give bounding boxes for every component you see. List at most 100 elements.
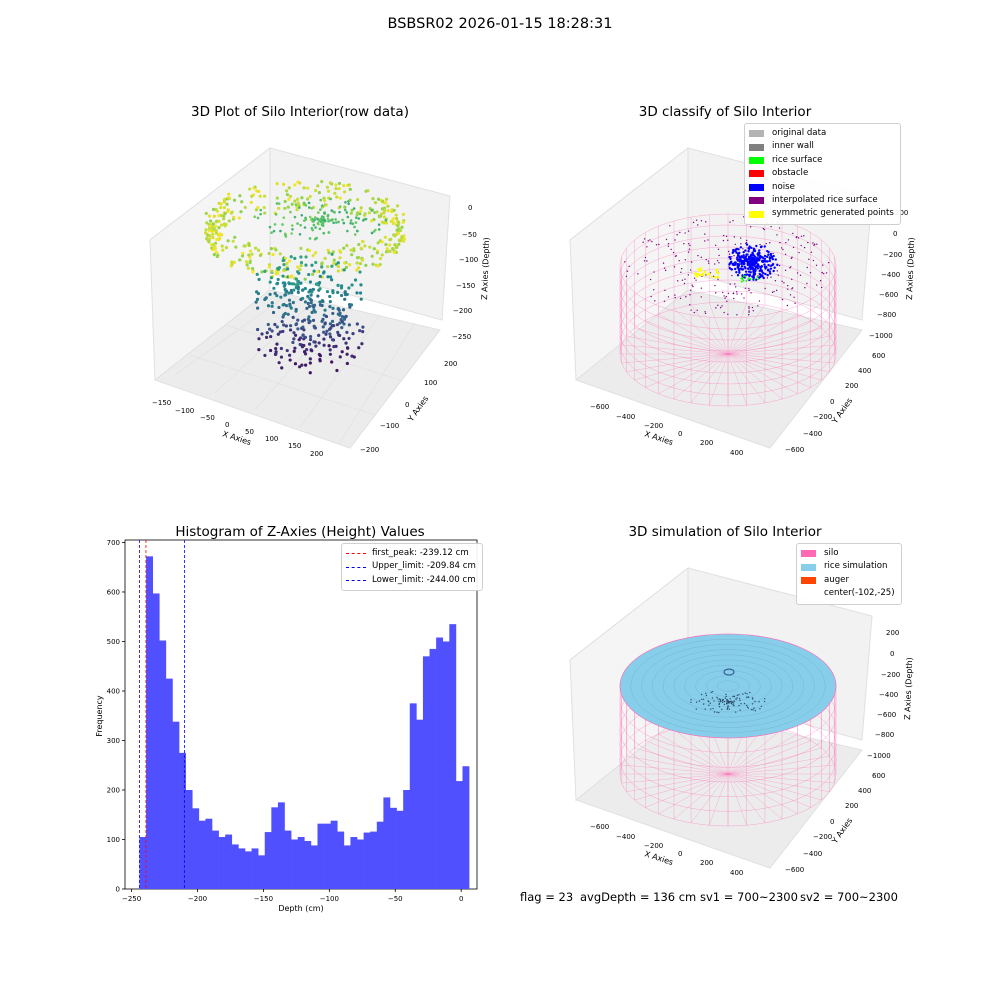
noise-point xyxy=(732,263,736,267)
histogram-bar xyxy=(442,641,450,889)
data-point xyxy=(347,336,351,341)
data-point xyxy=(382,215,386,219)
interpolated-point xyxy=(651,240,653,243)
surface-point xyxy=(726,701,728,703)
data-point xyxy=(314,188,318,193)
rice-surface-point xyxy=(747,277,750,280)
noise-point xyxy=(749,259,752,263)
noise-point xyxy=(750,246,753,249)
silo-floor-line xyxy=(658,733,729,775)
y-tick-label: 700 xyxy=(107,539,120,547)
surface-point xyxy=(725,693,727,696)
data-point xyxy=(315,236,318,240)
histogram-bar xyxy=(330,820,338,889)
data-point xyxy=(231,239,235,243)
data-point xyxy=(326,248,330,252)
data-point xyxy=(336,290,340,295)
data-point xyxy=(309,293,313,297)
data-point xyxy=(270,301,274,305)
data-point xyxy=(338,196,342,200)
legend-label: auger xyxy=(824,574,849,585)
surface-contour xyxy=(652,649,804,723)
surface-point xyxy=(719,699,722,702)
interpolated-point xyxy=(665,238,668,241)
data-point xyxy=(211,227,215,231)
noise-point xyxy=(747,247,751,251)
data-point xyxy=(217,213,221,218)
interpolated-point xyxy=(681,279,684,281)
data-point xyxy=(237,216,241,220)
data-point xyxy=(260,270,264,274)
data-point xyxy=(354,221,358,224)
classify-panel-title: 3D classify of Silo Interior xyxy=(638,104,812,120)
histogram-y-label: Frequency xyxy=(95,695,104,737)
surface-point xyxy=(722,699,724,702)
histogram-bar xyxy=(455,781,463,889)
interpolated-point xyxy=(658,243,660,246)
data-point xyxy=(232,260,236,264)
data-point xyxy=(311,272,315,276)
noise-point xyxy=(740,265,744,268)
data-point xyxy=(299,264,303,268)
noise-point xyxy=(731,251,734,255)
data-point xyxy=(336,283,340,287)
noise-point xyxy=(765,255,769,259)
silo-floor-line xyxy=(727,773,747,826)
surface-point xyxy=(711,690,714,693)
surface-point xyxy=(702,698,705,701)
surface-point xyxy=(733,700,735,702)
data-point xyxy=(394,213,398,217)
classify-x-tick: 0 xyxy=(678,430,682,438)
noise-point xyxy=(742,260,746,263)
data-point xyxy=(272,286,276,290)
data-point xyxy=(256,205,260,210)
interpolated-point xyxy=(727,313,729,316)
data-point xyxy=(245,263,249,267)
surface-point xyxy=(705,694,708,697)
data-point xyxy=(297,365,302,369)
data-point xyxy=(344,265,348,269)
interpolated-point xyxy=(687,251,690,253)
histogram-bar xyxy=(225,834,233,889)
silo-floor-line xyxy=(727,773,830,792)
data-point xyxy=(335,195,339,199)
data-point xyxy=(358,262,363,266)
interpolated-point xyxy=(789,267,791,269)
interpolated-point xyxy=(744,287,747,289)
data-point xyxy=(298,267,302,272)
surface-point xyxy=(732,702,735,704)
interpolated-point xyxy=(705,221,707,223)
interpolated-point xyxy=(689,294,691,296)
data-point xyxy=(320,216,324,220)
histogram-x-ticks: −250 −200 −150 −100 −50 0 xyxy=(122,889,463,903)
data-point xyxy=(397,242,401,246)
interpolated-point xyxy=(765,242,767,245)
noise-point xyxy=(754,278,758,281)
data-point xyxy=(370,231,374,235)
data-point xyxy=(345,211,349,214)
noise-point xyxy=(742,254,745,257)
data-point xyxy=(396,222,401,226)
data-point xyxy=(289,210,292,214)
interpolated-point xyxy=(808,258,810,261)
data-point xyxy=(328,352,332,356)
histogram-bar xyxy=(179,752,186,889)
surface-point xyxy=(710,691,712,694)
interpolated-point xyxy=(786,304,789,307)
interpolated-point xyxy=(723,295,725,297)
data-point xyxy=(324,314,329,319)
data-point xyxy=(308,288,312,292)
data-point xyxy=(276,277,280,282)
data-point xyxy=(263,269,267,273)
interpolated-point xyxy=(684,278,686,280)
interpolated-point xyxy=(827,261,830,264)
histogram-bar xyxy=(422,656,430,889)
interpolated-point xyxy=(715,307,717,309)
data-point xyxy=(234,245,238,249)
classify-z-label: Z Axies (Depth) xyxy=(905,237,916,300)
interpolated-point xyxy=(791,288,793,290)
data-point xyxy=(393,243,397,247)
interpolated-point xyxy=(763,228,766,231)
data-point xyxy=(222,199,226,203)
interpolated-point xyxy=(717,278,719,281)
